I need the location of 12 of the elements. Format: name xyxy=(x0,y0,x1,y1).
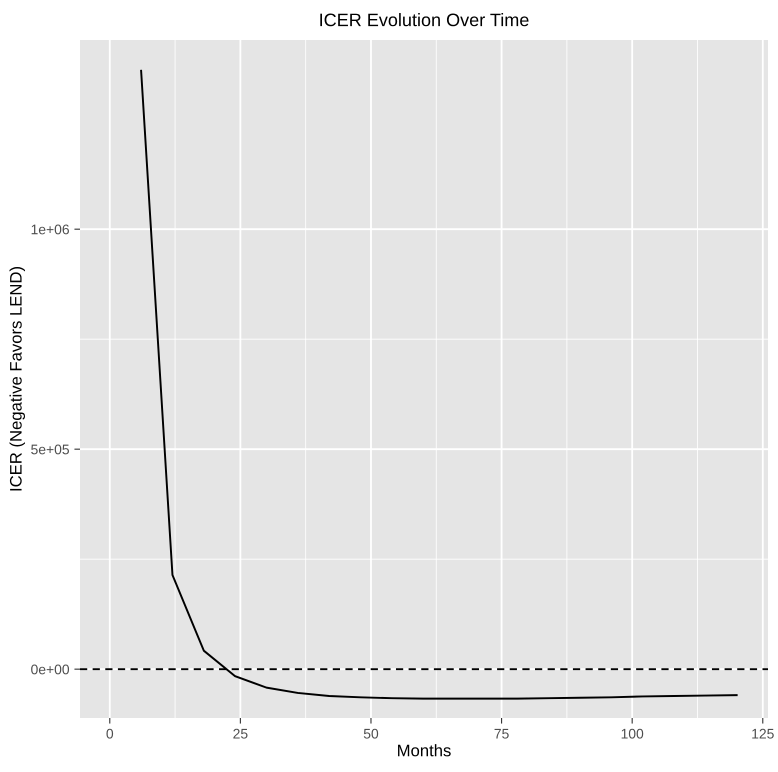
y-tick-label: 5e+05 xyxy=(31,444,70,454)
x-tick-label: 50 xyxy=(364,728,378,739)
x-tick-label: 0 xyxy=(106,728,114,739)
x-tick-label: 25 xyxy=(233,728,248,739)
x-axis-title: Months xyxy=(398,744,451,756)
y-axis-title: ICER (Negative Favors LEND) xyxy=(9,267,26,490)
x-tick-label: 125 xyxy=(752,728,774,739)
chart-title: ICER Evolution Over Time xyxy=(320,13,529,26)
x-tick-label: 100 xyxy=(622,728,644,739)
x-tick-label: 75 xyxy=(494,728,509,739)
y-tick-label: 1e+06 xyxy=(32,224,69,234)
y-tick-label: 0e+00 xyxy=(31,664,70,674)
